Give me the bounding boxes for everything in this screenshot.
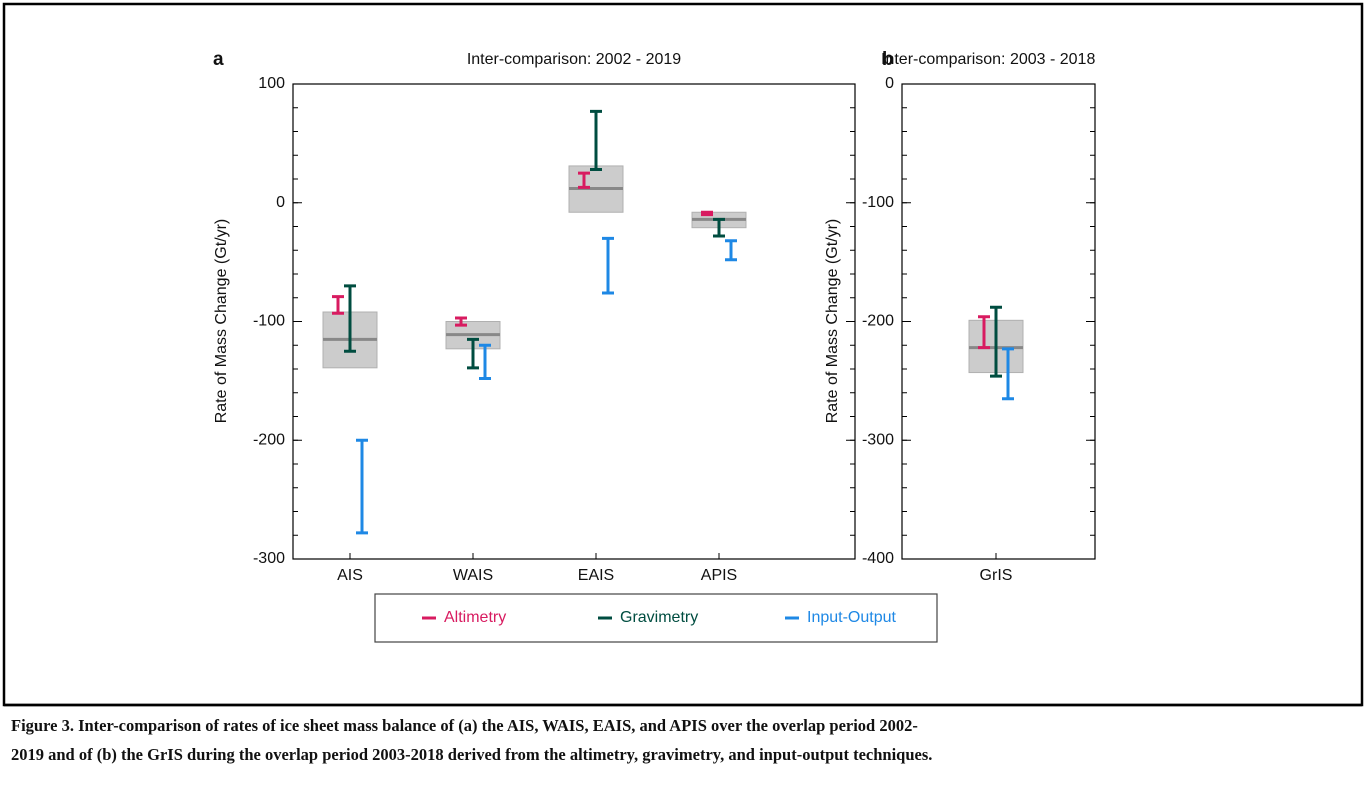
chart-title: Inter-comparison: 2003 - 2018 [881, 51, 1095, 68]
error-bar [701, 210, 713, 217]
legend-label: Input-Output [807, 609, 897, 626]
error-bar [578, 171, 590, 189]
caption-line: 2019 and of (b) the GrIS during the over… [11, 745, 932, 764]
y-tick-label: -400 [862, 550, 894, 567]
chart-title: Inter-comparison: 2002 - 2019 [467, 51, 681, 68]
y-tick-label: -200 [253, 431, 285, 448]
x-tick-label: EAIS [578, 567, 614, 584]
error-bar [1002, 347, 1014, 401]
panel-label: b [882, 49, 894, 70]
error-bar [455, 316, 467, 327]
y-tick-label: 100 [258, 75, 285, 92]
error-bar [344, 284, 356, 353]
error-bar [356, 438, 368, 535]
legend-box [374, 593, 938, 643]
y-tick-label: -200 [862, 313, 894, 330]
x-tick-label: WAIS [453, 567, 493, 584]
y-tick-label: -100 [253, 313, 285, 330]
y-axis-label: Rate of Mass Change (Gt/yr) [824, 219, 841, 424]
plot-frame [901, 83, 1096, 560]
error-bar [713, 217, 725, 238]
error-bar [332, 295, 344, 315]
y-tick-label: 0 [885, 75, 894, 92]
caption-line: Figure 3. Inter-comparison of rates of i… [11, 716, 918, 735]
x-tick-label: GrIS [980, 567, 1013, 584]
y-tick-label: -300 [253, 550, 285, 567]
panel-label: a [213, 49, 224, 70]
y-tick-label: 0 [276, 194, 285, 211]
error-bar [978, 315, 990, 350]
x-tick-label: AIS [337, 567, 363, 584]
error-bar [590, 109, 602, 171]
error-bar [990, 305, 1002, 378]
error-bar [725, 239, 737, 262]
y-tick-label: -100 [862, 194, 894, 211]
error-bar [602, 236, 614, 295]
y-axis-label: Rate of Mass Change (Gt/yr) [213, 219, 230, 424]
x-tick-label: APIS [701, 567, 737, 584]
error-bar [479, 343, 491, 380]
legend-label: Gravimetry [620, 609, 698, 626]
legend-label: Altimetry [444, 609, 506, 626]
plot-frame [292, 83, 856, 560]
error-bar [467, 337, 479, 370]
y-tick-label: -300 [862, 431, 894, 448]
